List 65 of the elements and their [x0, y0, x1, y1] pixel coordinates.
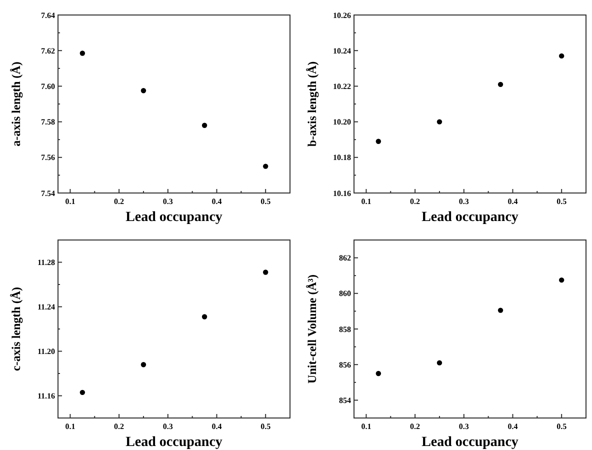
y-tick-label: 7.60 — [41, 82, 55, 91]
x-tick-label: 0.4 — [212, 197, 222, 206]
y-tick-label: 11.16 — [37, 392, 55, 401]
point — [558, 277, 564, 283]
point — [436, 360, 442, 366]
x-axis-title: Lead occupancy — [422, 210, 518, 225]
y-tick-label: 7.64 — [41, 10, 55, 20]
y-axis-title: c-axis length (Å) — [9, 287, 23, 371]
y-axis-title: Unit-cell Volume (Å³) — [305, 274, 319, 384]
y-tick-label: 11.20 — [37, 347, 55, 356]
x-tick-label: 0.5 — [260, 422, 271, 431]
x-tick-label: 0.5 — [556, 422, 567, 431]
y-tick-label: 858 — [339, 324, 351, 334]
x-axis-title: Lead occupancy — [126, 210, 222, 225]
y-tick-label: 7.54 — [41, 188, 55, 198]
y-tick-label: 7.58 — [41, 118, 55, 127]
x-tick-label: 0.1 — [361, 422, 372, 431]
x-tick-label: 0.3 — [458, 197, 469, 206]
x-tick-label: 0.2 — [114, 422, 124, 431]
point — [202, 122, 208, 128]
y-tick-label: 11.24 — [37, 302, 55, 312]
y-tick-label: 10.22 — [333, 82, 351, 91]
x-tick-label: 0.5 — [556, 197, 567, 206]
x-tick-label: 0.3 — [458, 422, 469, 431]
point — [558, 53, 564, 59]
y-axis-title: a-axis length (Å) — [9, 62, 23, 146]
x-tick-label: 0.1 — [65, 197, 76, 206]
x-tick-label: 0.4 — [212, 422, 222, 431]
y-tick-label: 10.20 — [333, 118, 351, 127]
x-tick-label: 0.3 — [162, 422, 173, 431]
point — [498, 82, 504, 88]
x-axis-title: Lead occupancy — [422, 435, 518, 450]
x-tick-label: 0.2 — [114, 197, 124, 206]
point — [80, 50, 86, 56]
y-tick-label: 862 — [339, 254, 351, 263]
point — [262, 164, 268, 169]
x-tick-label: 0.1 — [65, 422, 76, 431]
point — [376, 138, 382, 144]
x-axis-title: Lead occupancy — [126, 435, 222, 450]
x-tick-label: 0.4 — [508, 422, 518, 431]
x-tick-label: 0.4 — [508, 197, 518, 206]
point — [140, 362, 146, 368]
y-axis-title: b-axis length (Å) — [305, 61, 319, 147]
y-tick-label: 10.16 — [333, 188, 351, 198]
point — [140, 88, 146, 94]
point — [80, 390, 86, 396]
y-tick-label: 10.24 — [333, 46, 351, 56]
y-tick-label: 854 — [339, 396, 351, 405]
point — [202, 314, 208, 320]
x-tick-label: 0.5 — [260, 197, 271, 206]
y-tick-label: 856 — [339, 360, 351, 370]
x-tick-label: 0.2 — [410, 422, 420, 431]
y-tick-label: 10.18 — [333, 153, 351, 162]
x-tick-label: 0.3 — [162, 197, 173, 206]
point — [498, 308, 504, 313]
point — [436, 119, 442, 124]
point — [262, 270, 268, 275]
y-tick-label: 7.62 — [41, 46, 55, 56]
y-tick-label: 10.26 — [333, 10, 351, 20]
point — [376, 370, 382, 376]
y-tick-label: 7.56 — [41, 153, 55, 162]
y-tick-label: 860 — [339, 289, 351, 298]
x-tick-label: 0.2 — [410, 197, 420, 206]
y-tick-label: 11.28 — [37, 258, 55, 268]
x-tick-label: 0.1 — [361, 197, 372, 206]
